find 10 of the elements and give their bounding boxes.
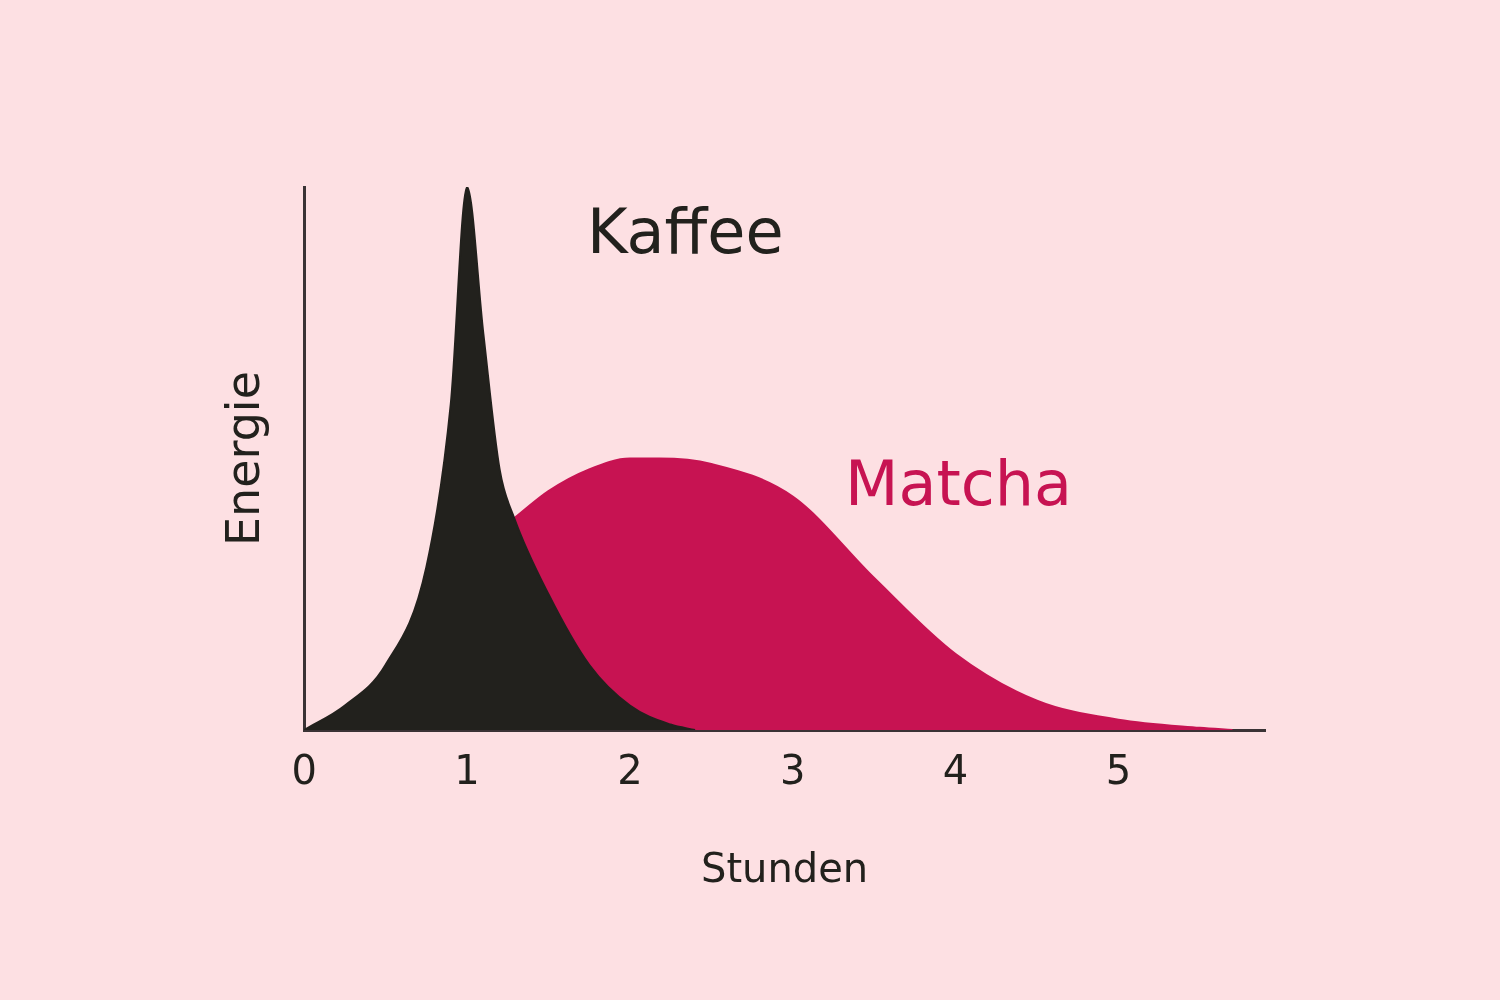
x-tick-label: 2 bbox=[617, 747, 643, 794]
x-tick-label: 3 bbox=[780, 747, 806, 794]
x-tick-label: 1 bbox=[454, 747, 480, 794]
x-tick-label: 0 bbox=[291, 747, 317, 794]
series-label: Kaffee bbox=[587, 195, 784, 269]
x-tick-label: 5 bbox=[1105, 747, 1132, 794]
series-label: Matcha bbox=[844, 446, 1073, 520]
y-axis-title: Energie bbox=[215, 371, 270, 546]
x-axis-title: Stunden bbox=[701, 845, 869, 892]
x-tick-label: 4 bbox=[942, 747, 969, 794]
